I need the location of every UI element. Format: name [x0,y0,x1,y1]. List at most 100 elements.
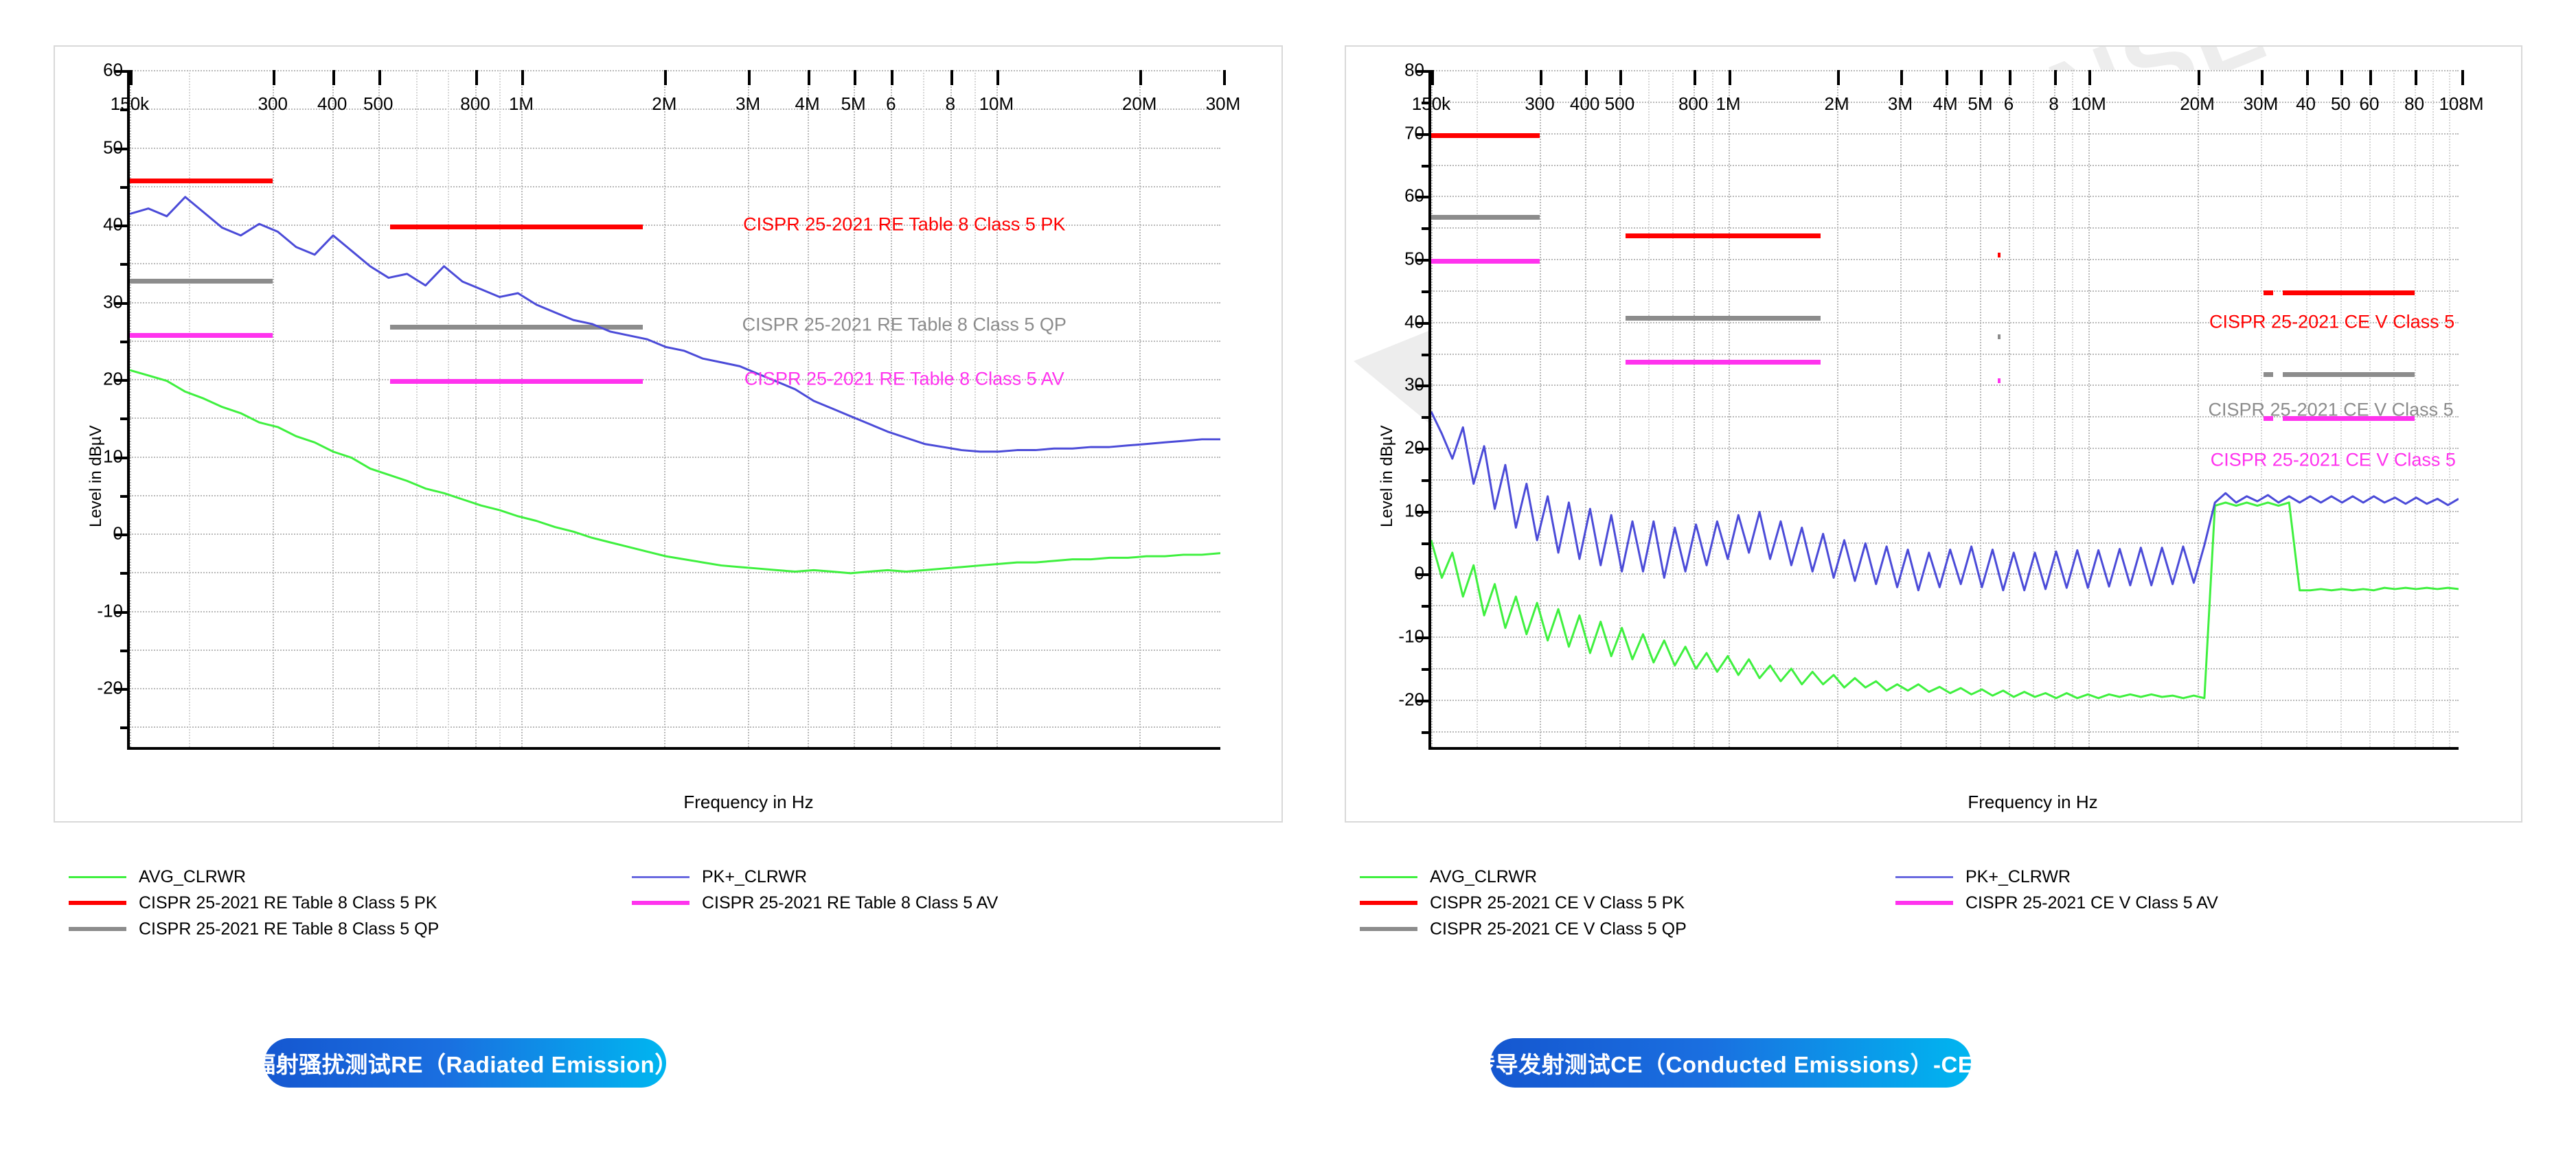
y-axis-tick-label: 0 [113,523,123,544]
x-axis-tick [378,70,381,85]
x-axis-tick [1139,70,1143,85]
limit-line-segment [1998,378,2001,384]
legend-item: AVG_CLRWR [69,864,439,890]
trace-avg-clrwr [1431,501,2459,700]
legend-color-swatch [1360,901,1417,905]
x-axis-tick [996,70,999,85]
y-axis-tick-minor [1422,164,1431,168]
x-axis-tick-label: 20M [2180,93,2215,114]
legend-item-label: CISPR 25-2021 RE Table 8 Class 5 AV [702,893,999,913]
x-axis-tick-label: 5M [1968,93,1993,114]
x-axis-tick [1619,70,1623,85]
x-axis-tick-label: 5M [841,93,866,114]
x-axis-tick [1836,70,1840,85]
y-axis-tick-label: -10 [1398,626,1424,647]
y-axis-tick-label: 20 [1404,437,1424,458]
limit-annotation-label: CISPR 25-2021 RE Table 8 Class 5 QP [742,314,1067,335]
y-axis-tick-minor [120,494,130,498]
x-axis-tick-label: 150k [110,93,150,114]
y-axis-tick-label: 70 [1404,122,1424,144]
y-axis-tick [1416,321,1431,325]
legend-item: CISPR 25-2021 RE Table 8 Class 5 PK [69,890,439,916]
x-axis-tick-label: 1M [508,93,534,114]
x-axis-tick [1728,70,1731,85]
x-axis-tick [2260,70,2264,85]
y-axis-tick [1416,636,1431,639]
limit-line-segment [130,332,273,338]
plot-inner-right: CISPR 25-2021 CE V Class 5 PK CISPR 25-20… [1431,70,2459,747]
y-axis-tick [115,379,130,382]
x-axis-tick [2197,70,2200,85]
x-axis-tick-label: 10M [979,93,1014,114]
legend-color-swatch [69,927,126,931]
limit-line-segment [1431,133,1540,138]
legend-column: AVG_CLRWR CISPR 25-2021 RE Table 8 Class … [69,864,439,942]
x-axis-tick [1431,70,1434,85]
y-axis-tick [1416,70,1431,73]
trace-pk-clrwr [130,196,1220,453]
x-axis-tick-label: 108M [2439,93,2484,114]
plot-wrapper-left: NOVOSENSE纳芯微电子 CISPR 25-2021 RE Table 8 … [55,47,1281,821]
legend-item-label: AVG_CLRWR [139,867,247,886]
y-axis-tick [1416,385,1431,388]
legend-color-swatch [1895,875,1953,878]
y-axis-tick-minor [1422,605,1431,608]
x-axis-tick-label: 2M [1824,93,1849,114]
x-axis-tick [1900,70,1903,85]
x-axis-tick [1945,70,1948,85]
x-axis-tick-label: 300 [258,93,288,114]
y-axis-tick [1416,448,1431,450]
legend-column: PK+_CLRWR CISPR 25-2021 RE Table 8 Class … [632,864,998,916]
legend-item: CISPR 25-2021 CE V Class 5 PK [1360,890,1687,916]
x-axis-tick [1584,70,1588,85]
legend-item-label: CISPR 25-2021 CE V Class 5 PK [1430,893,1685,913]
x-axis-tick-label: 400 [1569,93,1600,114]
trace-layer [130,196,1220,575]
y-axis-tick [115,70,130,73]
x-axis-tick-label: 3M [736,93,761,114]
x-axis-tick-label: 6 [886,93,896,114]
limit-line-segment [2282,290,2415,295]
limit-line-segment [130,278,273,284]
legend-item-label: CISPR 25-2021 RE Table 8 Class 5 QP [139,919,440,939]
limit-line-segment [1626,359,1821,365]
limit-annotation-label: CISPR 25-2021 RE Table 8 Class 5 PK [743,214,1066,235]
limit-line-segment [1626,315,1821,321]
x-axis-tick-label: 20M [1121,93,1157,114]
y-axis-tick-minor [1422,731,1431,734]
y-axis-tick-label: 80 [1404,59,1424,80]
x-axis-tick-label: 1M [1716,93,1741,114]
legend-color-swatch [69,901,126,905]
y-axis-tick-label: 50 [103,137,123,157]
x-axis-tick [2340,70,2344,85]
legend-item-label: CISPR 25-2021 CE V Class 5 QP [1430,919,1687,939]
limit-line-segment [390,225,643,229]
x-axis-tick-label: 4M [795,93,820,114]
y-axis-tick-label: -10 [97,600,123,621]
limit-line-segment [1626,233,1821,239]
legend-item-label: PK+_CLRWR [702,867,808,886]
x-axis-tick [2369,70,2372,85]
y-axis-tick-label: 0 [1414,562,1424,584]
x-axis-tick-label: 40 [2296,93,2316,114]
x-axis-tick [2009,70,2012,85]
plot-wrapper-right: NOVOSENSE纳芯微电子 CISPR 25-2021 CE V Class … [1346,47,2521,821]
y-axis-tick [1416,133,1431,136]
x-axis-tick-label: 80 [2404,93,2425,114]
x-axis-tick-label: 3M [1887,93,1913,114]
y-axis-tick-label: -20 [97,677,123,698]
limit-line-segment [1998,334,2001,339]
x-axis-tick [807,70,810,85]
y-axis-tick [1416,510,1431,514]
limit-line-segment [1998,252,2001,257]
x-axis-tick-label: 8 [945,93,956,114]
x-axis-tick [332,70,335,85]
legend-item: CISPR 25-2021 CE V Class 5 QP [1360,916,1687,942]
y-axis-tick-label: 40 [1404,311,1424,332]
x-axis-tick-label: 30M [2243,93,2279,114]
y-axis-tick-minor [120,417,130,421]
trace-pk-clrwr [1431,411,2459,592]
y-axis-tick-minor [1422,227,1431,231]
x-axis-tick [2461,70,2464,85]
legend-column: PK+_CLRWR CISPR 25-2021 CE V Class 5 AV [1895,864,2218,916]
